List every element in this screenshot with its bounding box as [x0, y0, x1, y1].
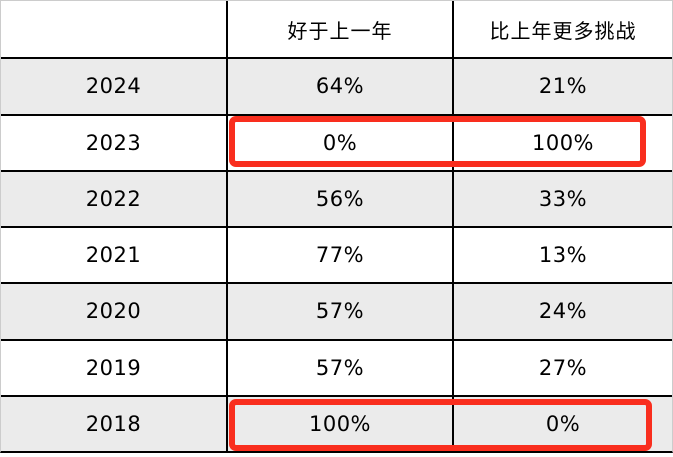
- better-cell-2019: 57%: [226, 338, 452, 395]
- header-more-challenges: 比上年更多挑战: [452, 1, 672, 58]
- better-cell-2020: 57%: [226, 282, 452, 339]
- year-cell-2022: 2022: [1, 169, 226, 226]
- year-cell-2021: 2021: [1, 226, 226, 283]
- year-cell-2024: 2024: [1, 57, 226, 114]
- header-better-than-last-year: 好于上一年: [226, 1, 452, 58]
- header-empty-cell: [1, 1, 226, 58]
- challenge-cell-2023: 100%: [452, 113, 672, 170]
- challenge-cell-2024: 21%: [452, 57, 672, 114]
- year-cell-2019: 2019: [1, 338, 226, 395]
- year-cell-2023: 2023: [1, 113, 226, 170]
- year-cell-2020: 2020: [1, 282, 226, 339]
- challenge-cell-2018: 0%: [452, 394, 672, 451]
- challenge-cell-2021: 13%: [452, 226, 672, 283]
- better-cell-2021: 77%: [226, 226, 452, 283]
- challenge-cell-2020: 24%: [452, 282, 672, 339]
- better-cell-2024: 64%: [226, 57, 452, 114]
- better-cell-2018: 100%: [226, 394, 452, 451]
- better-cell-2023: 0%: [226, 113, 452, 170]
- challenge-cell-2022: 33%: [452, 169, 672, 226]
- year-cell-2018: 2018: [1, 394, 226, 451]
- better-cell-2022: 56%: [226, 169, 452, 226]
- challenge-cell-2019: 27%: [452, 338, 672, 395]
